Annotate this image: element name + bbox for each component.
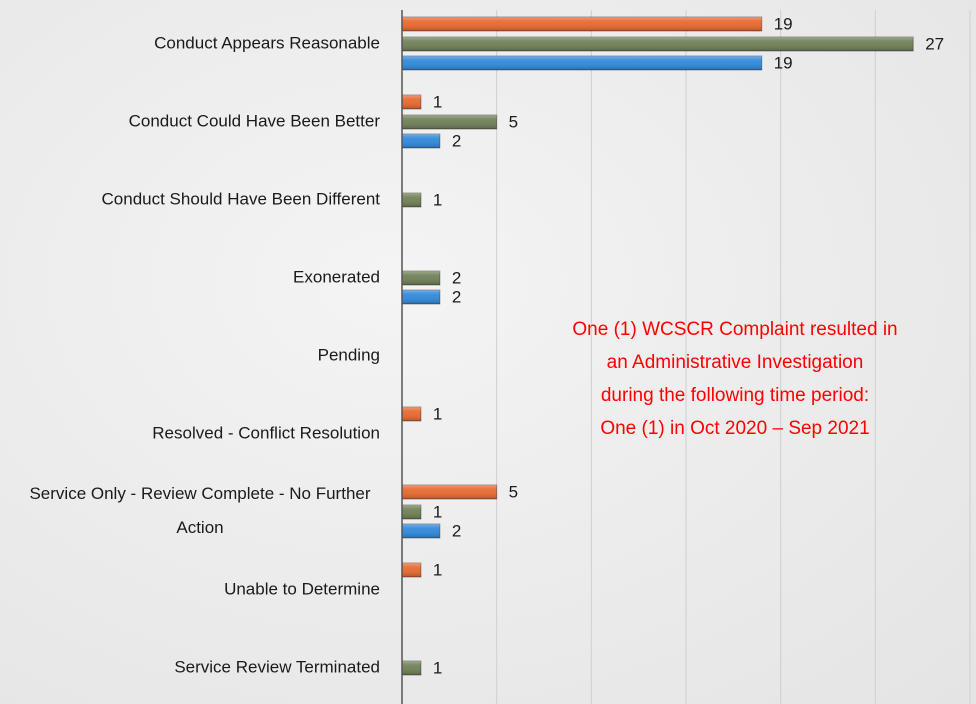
value-label: 1 <box>433 560 442 579</box>
bar <box>401 523 441 539</box>
value-label: 1 <box>433 404 442 423</box>
value-label: 19 <box>774 53 793 72</box>
value-label: 5 <box>509 112 518 131</box>
label-line: Action <box>176 518 223 537</box>
value-label: 1 <box>433 658 442 677</box>
y-tick-label: Conduct Could Have Been Better <box>129 111 381 130</box>
bar <box>401 55 763 71</box>
y-tick-label: Exonerated <box>293 267 380 286</box>
annotation: during the following time period: <box>601 385 869 406</box>
bar <box>401 289 441 305</box>
bar <box>401 660 422 676</box>
bar <box>401 94 422 110</box>
label-line: Service Only - Review Complete - No Furt… <box>29 484 370 503</box>
bar <box>401 484 498 500</box>
annotation: One (1) in Oct 2020 – Sep 2021 <box>600 418 869 439</box>
y-tick-label: Service Review Terminated <box>174 657 380 676</box>
bar <box>401 406 422 422</box>
y-tick-label: Unable to Determine <box>224 579 380 598</box>
value-label: 19 <box>774 14 793 33</box>
annotation: One (1) WCSCR Complaint resulted in <box>572 319 897 340</box>
bar <box>401 36 914 52</box>
value-label: 2 <box>452 131 461 150</box>
y-tick-label: Conduct Appears Reasonable <box>154 33 380 52</box>
y-tick-label: Resolved - Conflict Resolution <box>152 423 380 442</box>
value-label: 1 <box>433 190 442 209</box>
value-label: 27 <box>925 34 944 53</box>
y-tick-label: Pending <box>318 345 380 364</box>
y-tick-label: Service Only - Review Complete - No Furt… <box>29 484 370 537</box>
bar <box>401 504 422 520</box>
value-label: 1 <box>433 92 442 111</box>
value-label: 2 <box>452 287 461 306</box>
bar <box>401 133 441 149</box>
bar <box>401 192 422 208</box>
bar <box>401 562 422 578</box>
value-label: 2 <box>452 521 461 540</box>
bar <box>401 270 441 286</box>
bar <box>401 114 498 130</box>
bar <box>401 16 763 32</box>
y-tick-label: Conduct Should Have Been Different <box>102 189 381 208</box>
value-label: 2 <box>452 268 461 287</box>
value-label: 5 <box>509 482 518 501</box>
annotation: an Administrative Investigation <box>607 352 864 373</box>
value-label: 1 <box>433 502 442 521</box>
